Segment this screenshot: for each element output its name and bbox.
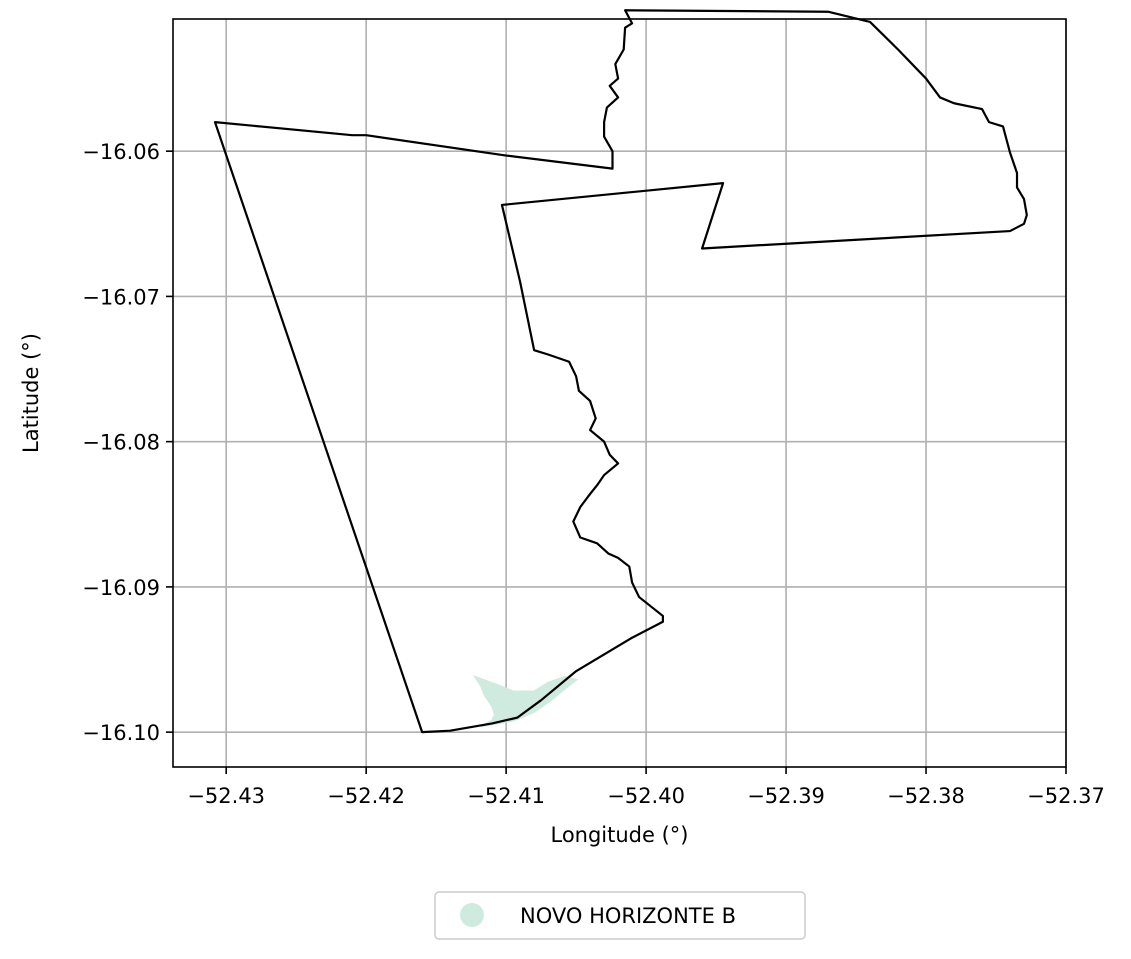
y-tick-label-4: −16.10 (82, 721, 160, 745)
y-tick-label-2: −16.08 (82, 431, 160, 455)
y-tick-label-1: −16.07 (82, 285, 160, 309)
x-tick-label-5: −52.38 (887, 784, 965, 808)
legend-label: NOVO HORIZONTE B (520, 904, 736, 928)
region-0 (472, 674, 579, 728)
plot-frame (172, 18, 1067, 768)
legend-marker-circle (460, 903, 484, 927)
boundary-layer (213, 9, 1028, 734)
municipality-boundary (213, 9, 1028, 734)
legend-box (434, 891, 806, 940)
region-layer (472, 674, 579, 728)
x-tick-label-4: −52.39 (747, 784, 825, 808)
x-tick-label-1: −52.42 (327, 784, 405, 808)
x-tick-label-3: −52.40 (607, 784, 685, 808)
y-tick-label-0: −16.06 (82, 140, 160, 164)
grid-lines (173, 19, 1067, 767)
legend: NOVO HORIZONTE B (434, 891, 806, 940)
x-tick-label-0: −52.43 (187, 784, 265, 808)
x-tick-label-6: −52.37 (1027, 784, 1105, 808)
y-tick-label-3: −16.09 (82, 576, 160, 600)
y-axis-title: Latitude (°) (19, 333, 43, 453)
x-tick-label-2: −52.41 (467, 784, 545, 808)
x-axis-title: Longitude (°) (550, 823, 688, 847)
axis-ticks: −52.43 −52.42 −52.41 −52.40 −52.39 −52.38 −52.… (82, 140, 1105, 808)
